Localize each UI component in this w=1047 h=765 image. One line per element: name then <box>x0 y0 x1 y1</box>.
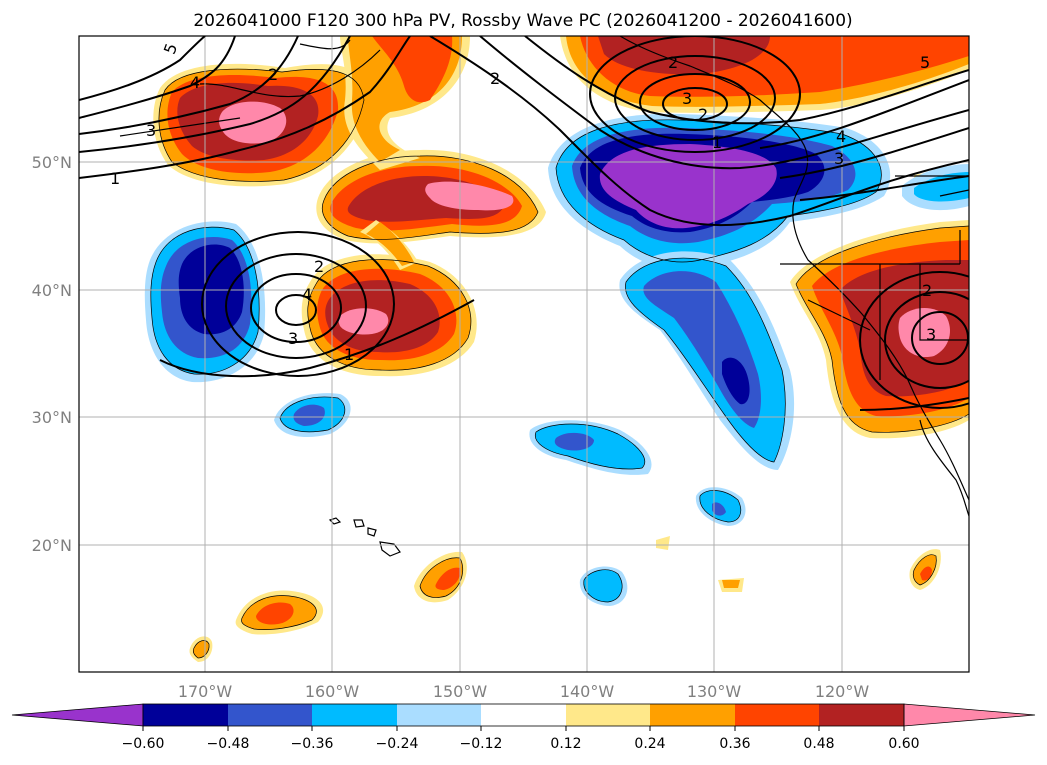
colorbar-extend-low <box>11 703 144 727</box>
colorbar-swatch <box>397 704 481 726</box>
contour-label: 2 <box>314 257 324 276</box>
contour-label: 4 <box>190 73 200 92</box>
contour-label: 2 <box>668 53 678 72</box>
negative-anomaly-tail <box>619 251 795 470</box>
contour-label: 2 <box>922 281 932 300</box>
colorbar-label: −0.60 <box>122 736 165 752</box>
contour-label: 5 <box>920 53 930 72</box>
colorbar-label: −0.36 <box>291 736 334 752</box>
line-contours <box>79 36 969 411</box>
contour-label: 1 <box>712 133 722 152</box>
contour-label: 1 <box>110 169 120 188</box>
map-frame <box>78 35 970 673</box>
positive-anomaly-b <box>316 149 546 244</box>
x-tick-labels: 170°W 160°W 150°W 140°W 130°W 120°W <box>178 682 870 701</box>
map-area: 5 4 3 2 1 2 4 3 1 2 2 5 4 3 3 2 3 2 1 <box>79 36 969 672</box>
contour-labels: 5 4 3 2 1 2 4 3 1 2 2 5 4 3 3 2 3 2 1 <box>110 41 936 364</box>
y-tick-label: 20°N <box>32 536 72 555</box>
colorbar-swatch <box>735 704 819 726</box>
colorbar-label: 0.60 <box>888 736 919 752</box>
colorbar-label: 0.12 <box>550 736 581 752</box>
colorbar-swatch <box>650 704 735 726</box>
y-tick-label: 50°N <box>32 153 72 172</box>
contour-label: 3 <box>146 121 156 140</box>
colorbar-label: 0.24 <box>634 736 665 752</box>
positive-anomaly-d <box>560 36 969 113</box>
x-tick-label: 130°W <box>687 682 742 701</box>
colorbar-ticks <box>142 726 905 731</box>
chart-title: 2026041000 F120 300 hPa PV, Rossby Wave … <box>193 11 852 31</box>
positive-anomaly-a <box>153 63 370 187</box>
colorbar-label: 0.36 <box>719 736 750 752</box>
y-tick-label: 40°N <box>32 281 72 300</box>
negative-small-blobs <box>274 164 969 606</box>
colorbar-swatch <box>481 704 566 726</box>
contour-label: 4 <box>836 127 846 146</box>
contour-label: 3 <box>926 325 936 344</box>
positive-band <box>340 36 470 270</box>
x-tick-label: 170°W <box>178 682 233 701</box>
contour-label: 3 <box>288 329 298 348</box>
x-tick-label: 160°W <box>305 682 360 701</box>
contour-label: 3 <box>834 149 844 168</box>
colorbar-swatch <box>228 704 312 726</box>
colorbar-swatch <box>312 704 397 726</box>
colorbar-label: −0.24 <box>376 736 419 752</box>
contour-label: 3 <box>682 89 692 108</box>
y-tick-label: 30°N <box>32 408 72 427</box>
colorbar-extend-high <box>903 703 1036 727</box>
contour-label: 1 <box>344 345 354 364</box>
contour-label: 2 <box>490 69 500 88</box>
colorbar-swatch <box>566 704 650 726</box>
colorbar-swatch <box>143 704 228 726</box>
hawaii-islands <box>328 517 401 557</box>
colorbar-frame <box>142 703 905 727</box>
coastlines <box>119 36 969 517</box>
contour-label: 2 <box>268 65 278 84</box>
gridlines <box>79 36 969 672</box>
contour-label: 2 <box>698 105 708 124</box>
colorbar-label: −0.12 <box>460 736 503 752</box>
y-tick-labels: 50°N 40°N 30°N 20°N <box>32 153 72 555</box>
x-tick-label: 150°W <box>433 682 488 701</box>
x-tick-label: 140°W <box>560 682 615 701</box>
contour-outlines <box>150 68 969 659</box>
colorbar-swatch <box>819 704 904 726</box>
colorbar-label: 0.48 <box>803 736 834 752</box>
colorbar-label: −0.48 <box>207 736 250 752</box>
colorbar: −0.60 −0.48 −0.36 −0.24 −0.12 0.12 0.24 … <box>11 703 1036 752</box>
x-tick-label: 120°W <box>815 682 870 701</box>
contour-label: 4 <box>302 285 312 304</box>
